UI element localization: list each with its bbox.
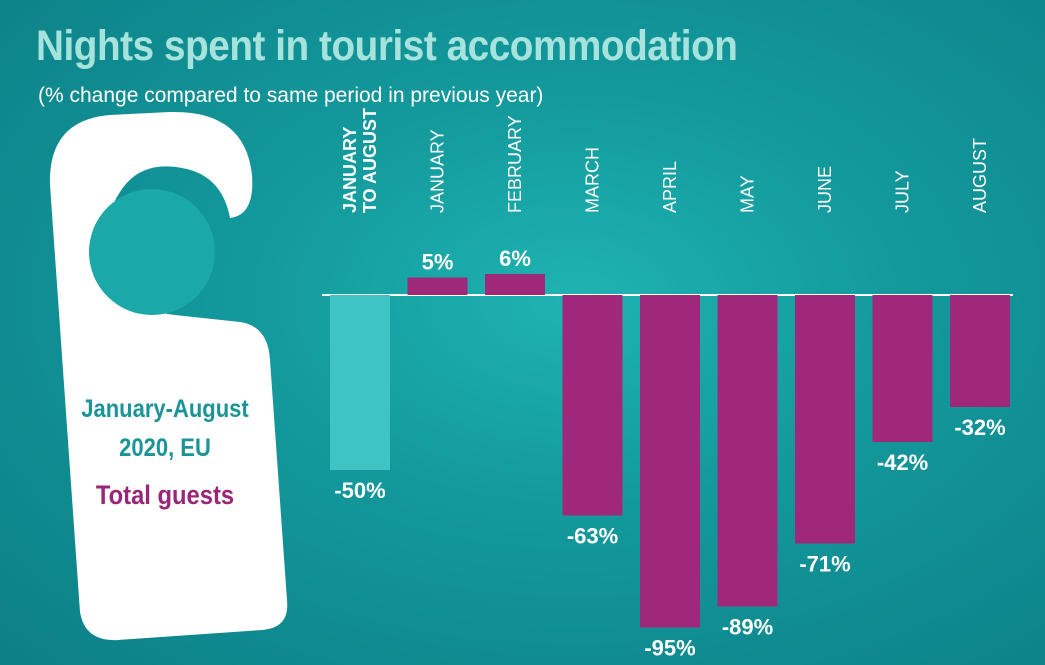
data-label: -32% [954, 415, 1005, 440]
bar [640, 295, 700, 628]
category-label: JANUARY [428, 129, 448, 213]
bar [795, 295, 855, 544]
bar [485, 274, 545, 295]
data-label: -50% [334, 478, 385, 503]
category-label: MAY [738, 175, 758, 213]
category-label: JANUARYTO AUGUST [340, 108, 380, 213]
data-label: -71% [799, 552, 850, 577]
door-hanger-body [49, 111, 288, 641]
bar [950, 295, 1010, 407]
category-label: JUNE [815, 166, 835, 213]
data-label: -89% [722, 615, 773, 640]
data-label: -42% [877, 450, 928, 475]
chart-title: Nights spent in tourist accommodation [36, 22, 738, 70]
chart-subtitle: (% change compared to same period in pre… [38, 84, 544, 107]
hanger-period-label: January-August [81, 395, 249, 423]
category-label: FEBRUARY [505, 115, 525, 213]
bar [407, 277, 468, 295]
hanger-series-label: Total guests [95, 480, 235, 510]
data-label: 5% [422, 250, 454, 275]
bar [872, 295, 933, 442]
category-label: JULY [893, 170, 913, 213]
bar [717, 295, 778, 607]
door-hanger-illustration [49, 111, 288, 641]
hanger-region-label: 2020, EU [119, 434, 211, 462]
data-label: 6% [499, 246, 531, 271]
bar [330, 295, 390, 470]
data-label: -95% [644, 636, 695, 661]
door-hanger-hole [89, 189, 215, 315]
data-label: -63% [567, 524, 618, 549]
bar [562, 295, 623, 516]
category-label: AUGUST [970, 138, 990, 213]
category-label: MARCH [583, 147, 603, 213]
category-label: APRIL [660, 161, 680, 213]
